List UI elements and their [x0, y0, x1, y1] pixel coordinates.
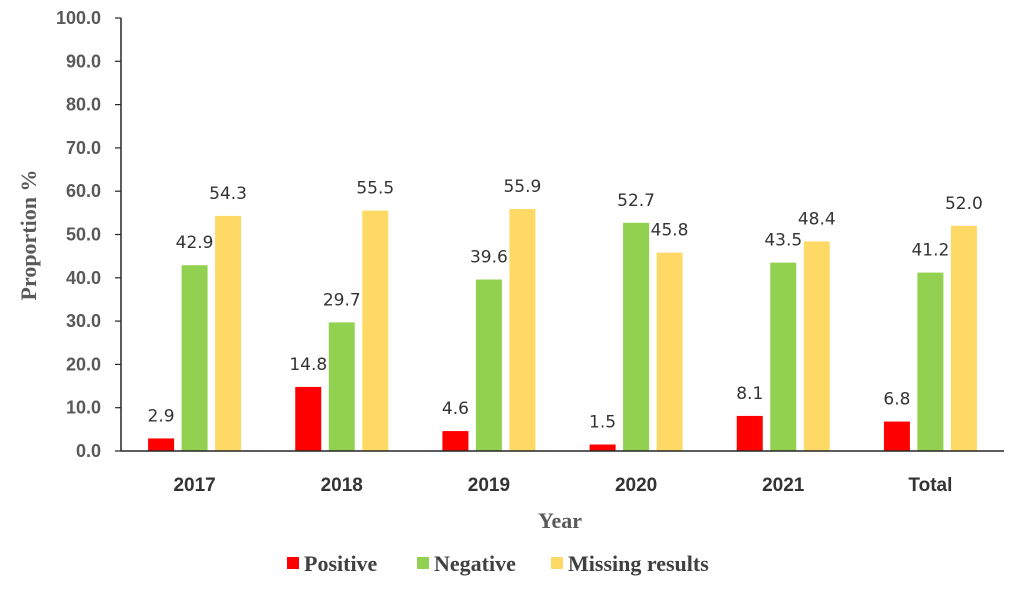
y-tick-label: 60.0 [66, 181, 101, 201]
legend-label: Negative [434, 551, 516, 576]
bar-negative [328, 322, 355, 451]
data-label: 48.4 [798, 209, 836, 229]
data-label: 55.9 [503, 177, 541, 197]
data-label: 39.6 [470, 248, 508, 268]
bar-positive [589, 444, 616, 451]
x-tick-label: Total [908, 475, 952, 496]
legend-label: Positive [304, 551, 378, 576]
bar-positive [148, 438, 175, 451]
y-tick-label: 10.0 [66, 398, 101, 418]
x-tick-label: 2019 [468, 475, 510, 496]
x-tick-label: 2021 [762, 475, 805, 496]
bar-negative [181, 265, 208, 451]
y-axis-ticks: 0.0 10.0 20.0 30.0 40.0 50.0 60.0 70.0 80.0 90.0 1… [56, 8, 121, 461]
bar-missing-results [362, 210, 389, 451]
y-tick-label: 20.0 [66, 354, 101, 374]
data-label: 4.6 [442, 399, 469, 419]
data-label: 2.9 [148, 406, 175, 426]
x-tick-label: 2017 [173, 475, 215, 496]
legend-swatch [287, 557, 299, 569]
x-tick-label: 2018 [321, 475, 363, 496]
legend-swatch [551, 557, 563, 569]
bar-positive [442, 431, 469, 451]
bar-positive [883, 421, 910, 451]
bar-positive [295, 386, 322, 451]
bar-missing-results [509, 208, 536, 451]
y-tick-label: 80.0 [66, 95, 101, 115]
y-tick-label: 40.0 [66, 268, 101, 288]
data-label: 29.7 [323, 290, 361, 310]
bar-negative [917, 272, 944, 451]
x-axis-title: Year [538, 508, 582, 533]
bar-negative [770, 262, 797, 451]
legend: Positive Negative Missing results [287, 551, 709, 576]
data-label: 41.2 [911, 241, 949, 261]
y-tick-label: 70.0 [66, 138, 101, 158]
x-tick-label: 2020 [615, 475, 657, 496]
data-label: 55.5 [356, 179, 394, 199]
data-label: 52.0 [945, 194, 983, 214]
bar-missing-results [950, 225, 977, 451]
data-label: 54.3 [209, 184, 247, 204]
y-axis-title: Proportion % [16, 170, 41, 301]
y-tick-label: 100.0 [56, 8, 101, 28]
bar-positive [736, 415, 763, 451]
bar-negative [623, 222, 650, 451]
bar-negative [475, 279, 502, 451]
data-label: 8.1 [736, 384, 763, 404]
bar-missing-results [803, 241, 830, 451]
data-label: 52.7 [617, 191, 655, 211]
bar-missing-results [215, 215, 242, 451]
x-axis-ticks: 2017 2018 2019 2020 2021 Total [173, 475, 952, 496]
data-label: 43.5 [764, 231, 802, 251]
data-label: 42.9 [176, 233, 214, 253]
y-tick-label: 90.0 [66, 51, 101, 71]
bars [148, 208, 977, 451]
data-labels: 2.9 42.9 54.3 14.8 29.7 55.5 4.6 39.6 55.9 1.5 52.… [148, 177, 983, 433]
data-label: 6.8 [883, 390, 910, 410]
y-tick-label: 50.0 [66, 225, 101, 245]
y-tick-label: 30.0 [66, 311, 101, 331]
legend-swatch [417, 557, 429, 569]
y-tick-label: 0.0 [76, 441, 101, 461]
legend-label: Missing results [568, 551, 709, 576]
data-label: 45.8 [651, 221, 689, 241]
data-label: 1.5 [589, 413, 616, 433]
data-label: 14.8 [289, 355, 327, 375]
bar-missing-results [656, 252, 683, 451]
